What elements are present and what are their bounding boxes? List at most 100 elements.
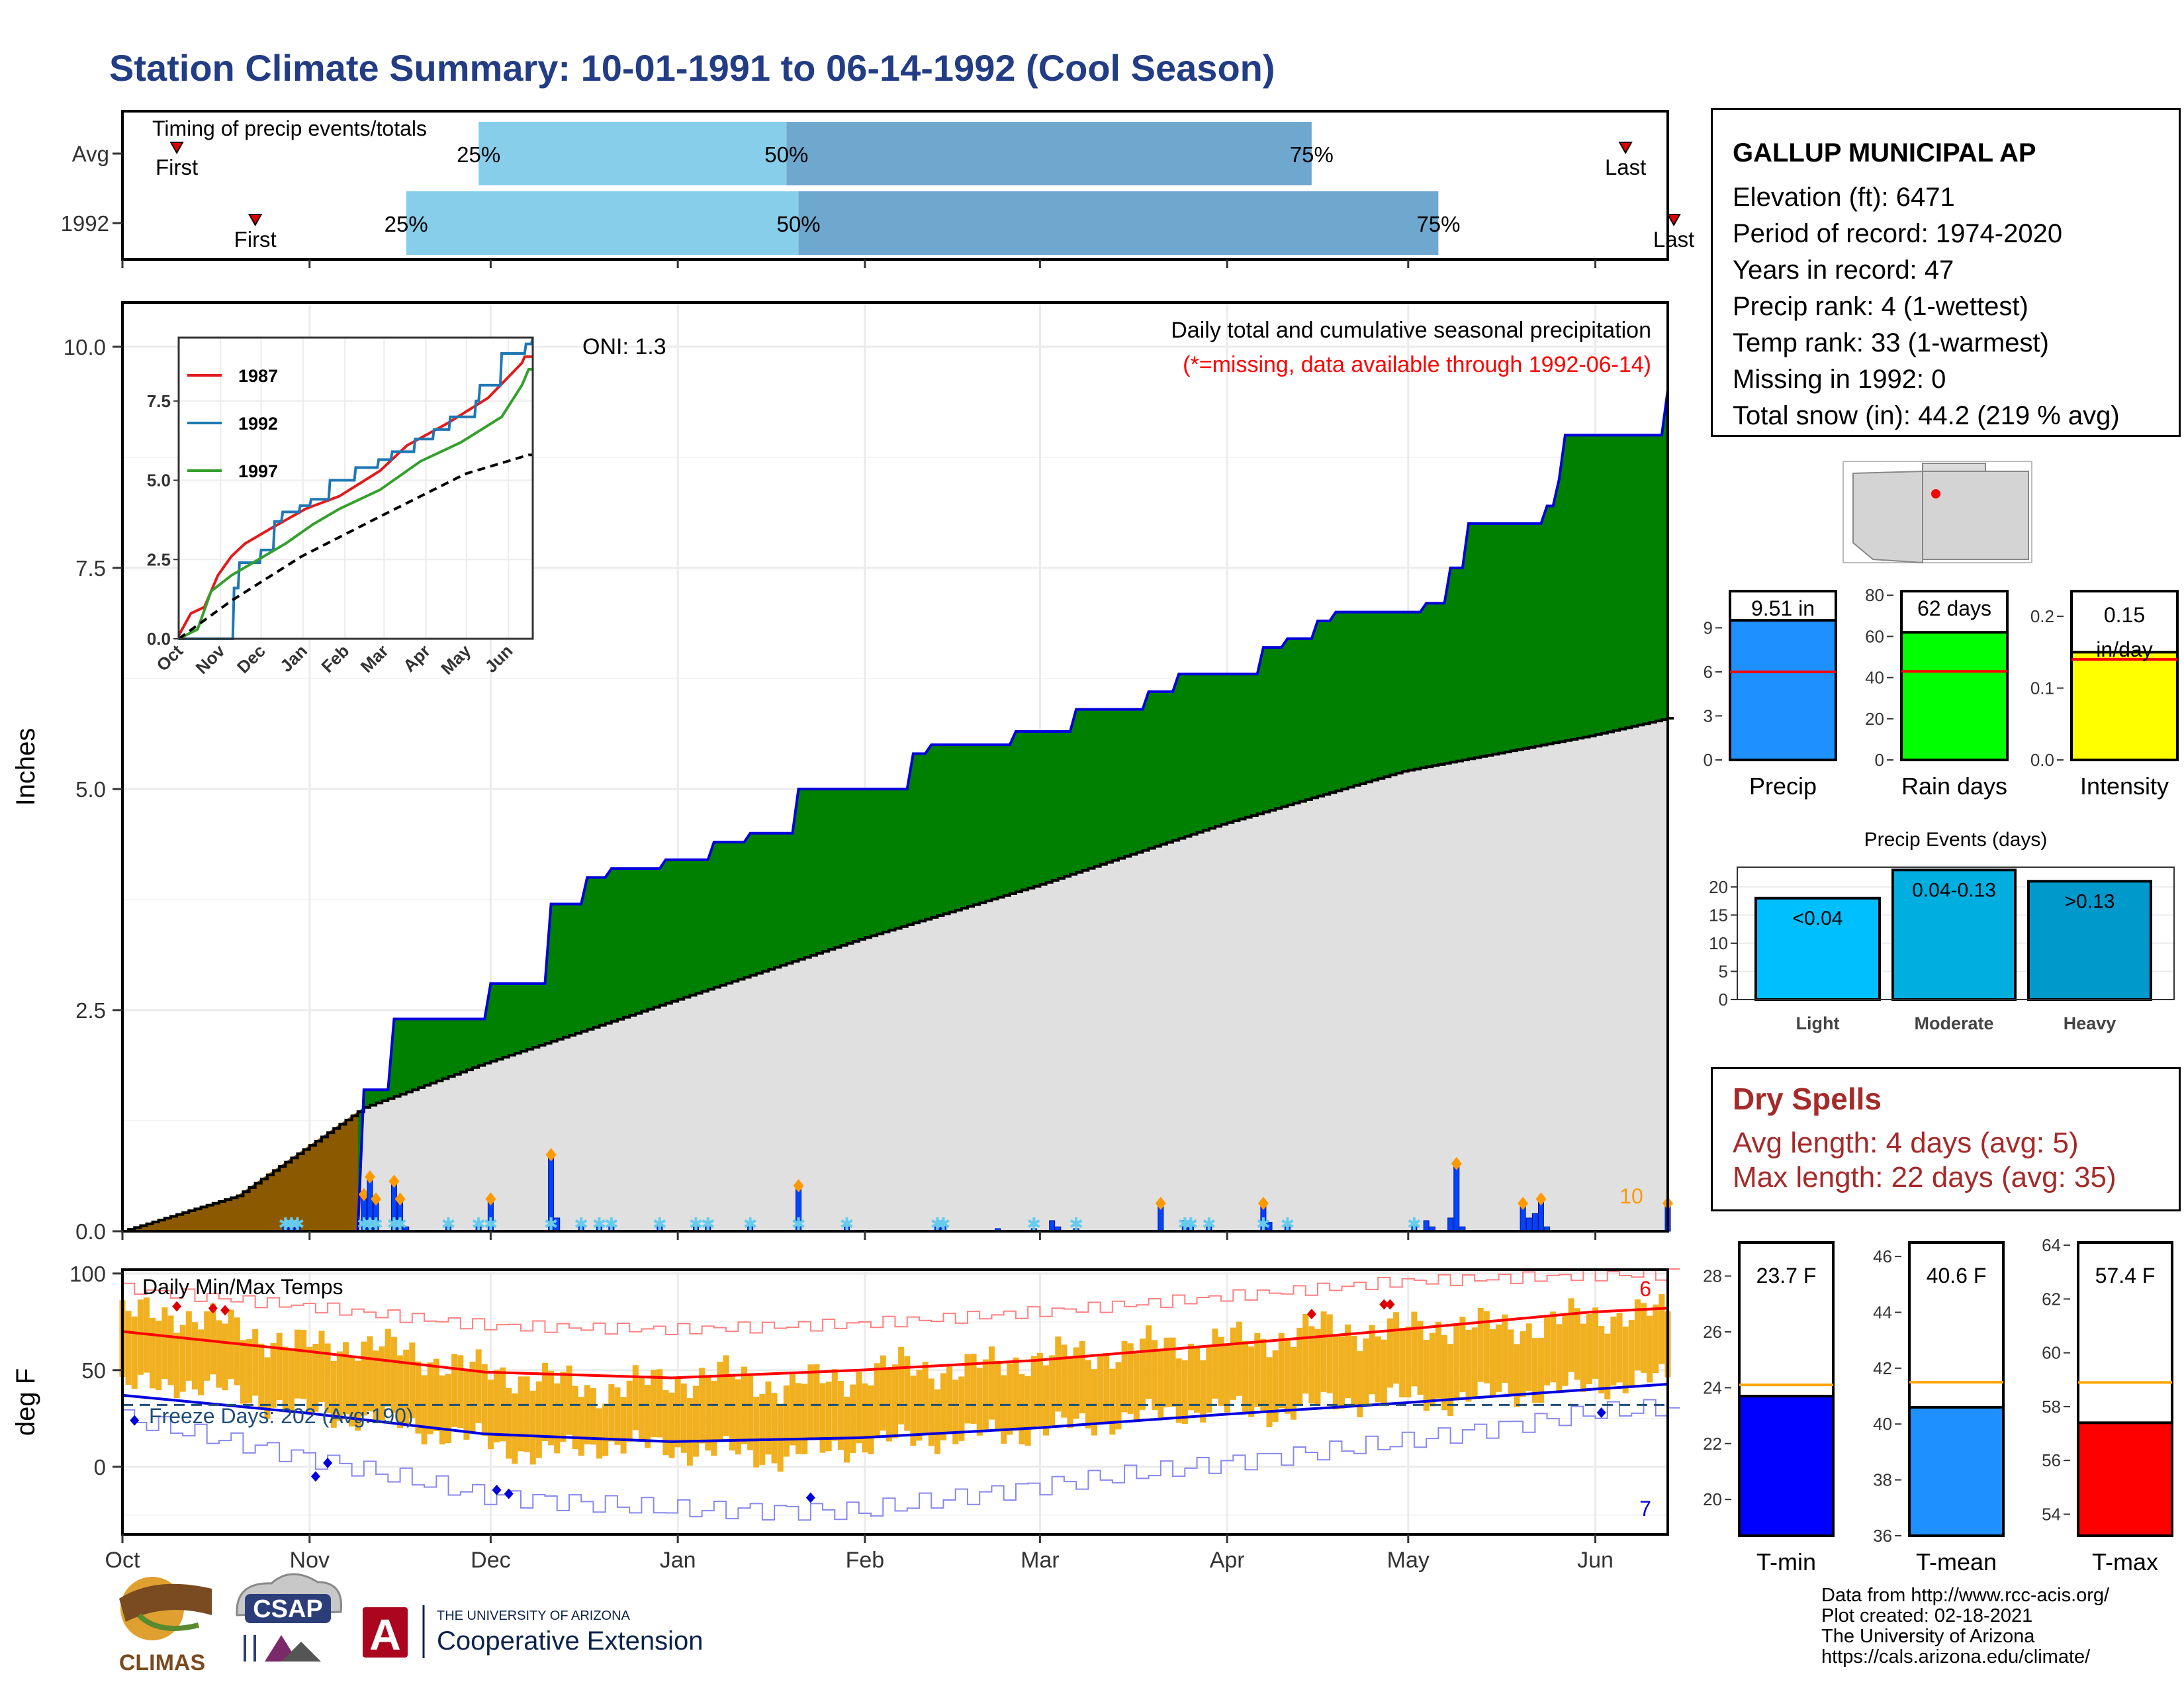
- daily-temp-range-bar: [421, 1375, 428, 1445]
- daily-temp-range-bar: [300, 1330, 307, 1399]
- daily-temp-range-bar: [403, 1349, 410, 1424]
- temp-summary-tmean: 36 38 40 42 44 46 T-mean 40.6 F: [1873, 1241, 2005, 1575]
- daily-temp-range-bar: [1254, 1333, 1261, 1407]
- snow-flake-icon: ✱: [441, 1214, 456, 1234]
- daily-temp-range-bar: [819, 1383, 826, 1453]
- snow-event-marker: [1257, 1196, 1269, 1210]
- daily-temp-range-bar: [282, 1346, 289, 1412]
- precip-y-tick-label: 10.0: [64, 335, 106, 359]
- summary-precip-y-tick-label: 3: [1704, 706, 1713, 726]
- record-high-marker: [1306, 1309, 1316, 1320]
- station-precip-rank: Precip rank: 4 (1-wettest): [1733, 292, 2028, 321]
- daily-temp-range-bar: [469, 1362, 476, 1433]
- daily-temp-range-bar: [759, 1393, 766, 1465]
- summary-precip-y-tick-label: 0: [1704, 750, 1713, 770]
- daily-temp-range-bar: [946, 1366, 953, 1434]
- daily-temp-range-bar: [137, 1299, 144, 1375]
- daily-temp-range-bar: [910, 1376, 917, 1446]
- dry-spells-avg: Avg length: 4 days (avg: 5): [1733, 1127, 2079, 1159]
- daily-precip-bar: [1453, 1164, 1460, 1232]
- daily-temp-range-bar: [1194, 1347, 1201, 1413]
- daily-temp-range-bar: [1218, 1336, 1224, 1406]
- timing-pct-label: 75%: [1416, 212, 1460, 236]
- credit-university: The University of Arizona: [1821, 1626, 2035, 1647]
- daily-temp-range-bar: [1375, 1336, 1381, 1403]
- summary-precip: 0 3 6 9 Precip 9.51 in: [1704, 590, 1837, 800]
- inset-series-1987: [177, 355, 533, 637]
- record-high-marker: [1379, 1299, 1389, 1310]
- temp-summary-tmax-y-tick-label: 54: [2042, 1504, 2061, 1524]
- snow-flake-icon: ✱: [592, 1214, 607, 1234]
- daily-temp-range-bar: [1152, 1340, 1158, 1411]
- daily-temp-range-bar: [1405, 1327, 1412, 1397]
- daily-temp-range-bar: [529, 1390, 536, 1465]
- daily-temp-range-bar: [1206, 1346, 1212, 1413]
- snow-flake-icon: ✱: [653, 1214, 667, 1234]
- daily-temp-range-bar: [240, 1340, 246, 1404]
- daily-temp-range-bar: [156, 1321, 162, 1390]
- daily-temp-range-bar: [560, 1372, 567, 1442]
- daily-temp-range-bar: [379, 1346, 385, 1421]
- daily-temp-range-bar: [638, 1377, 645, 1441]
- snow-event-marker: [394, 1192, 406, 1206]
- daily-temp-range-bar: [1091, 1369, 1097, 1436]
- timing-pct-label: 25%: [457, 142, 500, 167]
- inset-legend-label: 1992: [238, 414, 278, 434]
- daily-temp-range-bar: [1019, 1374, 1025, 1445]
- snow-flake-icon: ✱: [840, 1214, 854, 1234]
- inset-bg: [179, 338, 533, 639]
- station-missing: Missing in 1992: 0: [1733, 365, 1946, 394]
- daily-temp-range-bar: [976, 1368, 983, 1436]
- daily-temp-range-bar: [904, 1356, 911, 1431]
- dry-spells-box: Dry Spells Avg length: 4 days (avg: 5) M…: [1711, 1067, 2181, 1211]
- summary-value-label: 0.15: [2104, 603, 2145, 627]
- daily-temp-range-bar: [898, 1346, 905, 1425]
- temp-summary-tmean-y-tick-label: 38: [1873, 1470, 1892, 1490]
- first-event-marker: [169, 142, 184, 155]
- daily-temp-range-bar: [777, 1403, 784, 1472]
- daily-temp-range-bar: [995, 1360, 1001, 1432]
- daily-temp-range-bar: [433, 1358, 439, 1432]
- daily-temp-range-bar: [952, 1380, 959, 1444]
- snow-event-marker: [364, 1170, 375, 1184]
- cooperative-extension-text: Cooperative Extension: [437, 1626, 703, 1656]
- daily-temp-range-bar: [1525, 1323, 1532, 1391]
- events-category-label: Moderate: [1914, 1013, 1993, 1033]
- climas-logo-text: CLIMAS: [119, 1650, 205, 1675]
- deficit-area-1992: [122, 1111, 358, 1231]
- daily-temp-range-bar: [868, 1385, 874, 1454]
- avg-cumulative-line: [122, 717, 1674, 1233]
- daily-temp-range-bar: [349, 1356, 355, 1427]
- daily-temp-range-bar: [1127, 1343, 1134, 1414]
- daily-temp-range-bar: [807, 1364, 814, 1439]
- daily-temp-range-bar: [614, 1387, 621, 1445]
- temp-summary-tmax: 54 56 58 60 62 64 T-max 57.4 F: [2042, 1235, 2173, 1575]
- events-bar-label: <0.04: [1793, 908, 1843, 929]
- inset-frame: [177, 336, 534, 640]
- summary-precip-y-tick-label: 6: [1704, 662, 1713, 682]
- record-low-marker: [805, 1492, 815, 1503]
- temp-summary-tmean-y-tick-label: 44: [1873, 1302, 1892, 1322]
- daily-temp-range-bar: [318, 1331, 325, 1403]
- daily-temp-range-bar: [988, 1346, 995, 1420]
- snow-event-marker: [388, 1174, 400, 1188]
- daily-temp-range-bar: [620, 1397, 627, 1454]
- daily-temp-range-bar: [295, 1329, 301, 1399]
- daily-temp-range-bar: [1616, 1313, 1623, 1383]
- daily-temp-range-bar: [825, 1382, 832, 1452]
- daily-temp-range-bar: [475, 1349, 482, 1423]
- daily-temp-range-bar: [1562, 1315, 1569, 1386]
- events-title: Precip Events (days): [1864, 829, 2048, 851]
- precip-panel-subtitle: (*=missing, data available through 1992-…: [1183, 352, 1651, 377]
- record-high-marker: [220, 1305, 230, 1316]
- daily-temp-range-bar: [1634, 1299, 1641, 1371]
- timing-pct-label: 50%: [777, 212, 821, 236]
- daily-temp-range-bar: [1146, 1325, 1152, 1399]
- summary-rain-days: 0 20 40 60 80 Rain days 62 days: [1865, 585, 2009, 800]
- temp-panel-title: Daily Min/Max Temps: [142, 1275, 343, 1299]
- daily-precip-bar: [1447, 1217, 1454, 1232]
- daily-temp-range-bar: [657, 1369, 663, 1438]
- record-low-marker: [504, 1488, 514, 1499]
- daily-temp-range-bar: [1073, 1347, 1079, 1419]
- precip-panel-title: Daily total and cumulative seasonal prec…: [1171, 318, 1651, 343]
